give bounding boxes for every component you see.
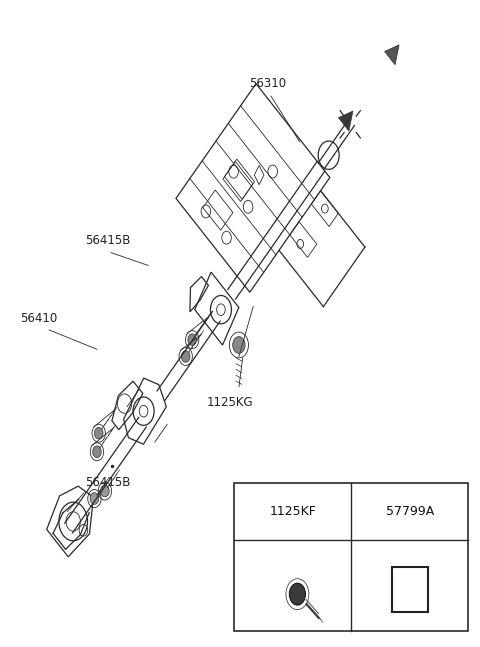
Polygon shape [338, 111, 353, 131]
Circle shape [95, 428, 103, 439]
Bar [392, 567, 428, 613]
Text: 56410: 56410 [21, 313, 58, 325]
Text: 56310: 56310 [250, 77, 287, 91]
Text: 56415B: 56415B [85, 234, 130, 248]
Bar [234, 483, 468, 631]
Circle shape [93, 446, 101, 457]
Circle shape [101, 485, 109, 497]
Circle shape [233, 336, 245, 353]
Circle shape [181, 351, 190, 362]
Circle shape [90, 493, 99, 505]
Text: 1125KF: 1125KF [269, 505, 316, 518]
Circle shape [289, 583, 306, 605]
Text: 56415B: 56415B [85, 476, 130, 489]
Text: 57799A: 57799A [385, 505, 434, 518]
Circle shape [188, 334, 196, 345]
Text: 1125KG: 1125KG [206, 396, 253, 409]
Polygon shape [384, 45, 399, 65]
